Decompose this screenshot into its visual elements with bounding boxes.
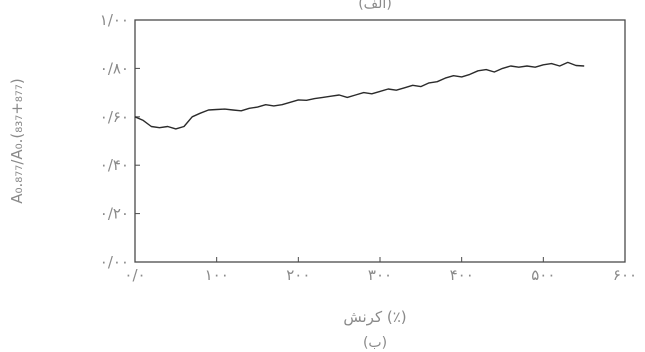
plot-frame <box>134 19 626 263</box>
x-axis-ticks: ۰/۰ ۱۰۰ ۲۰۰ ۳۰۰ ۴۰۰ ۵۰۰ ۶۰۰ <box>124 257 637 284</box>
x-tick-label: ۲۰۰ <box>286 266 310 284</box>
top-caption: (الف) <box>358 0 392 12</box>
bottom-caption: (ب) <box>363 335 387 351</box>
y-tick-label: ۰/۰۰ <box>100 253 129 271</box>
y-tick-label: ۰/۴۰ <box>100 156 129 174</box>
y-tick-label: ۱/۰۰ <box>100 11 129 29</box>
x-tick-label: ۶۰۰ <box>613 266 637 284</box>
y-tick-label: ۰/۸۰ <box>100 59 129 77</box>
x-tick-label: ۰/۰ <box>124 266 145 284</box>
x-tick-label: ۴۰۰ <box>450 266 474 284</box>
x-axis-label: کرنش (٪) <box>343 308 406 326</box>
y-axis-label: A₀.₈₇₇/A₀.(₈₃₇+₈₇₇) <box>8 78 26 204</box>
series-line <box>134 61 585 130</box>
x-tick-label: ۵۰۰ <box>531 266 555 284</box>
series-layer <box>134 61 585 130</box>
x-tick-label: ۱۰۰ <box>205 266 229 284</box>
y-tick-label: ۰/۲۰ <box>100 205 129 223</box>
x-tick-label: ۳۰۰ <box>368 266 392 284</box>
y-axis-ticks: ۰/۰۰ ۰/۲۰ ۰/۴۰ ۰/۶۰ ۰/۸۰ ۱/۰۰ <box>100 11 140 271</box>
y-tick-label: ۰/۶۰ <box>100 108 129 126</box>
